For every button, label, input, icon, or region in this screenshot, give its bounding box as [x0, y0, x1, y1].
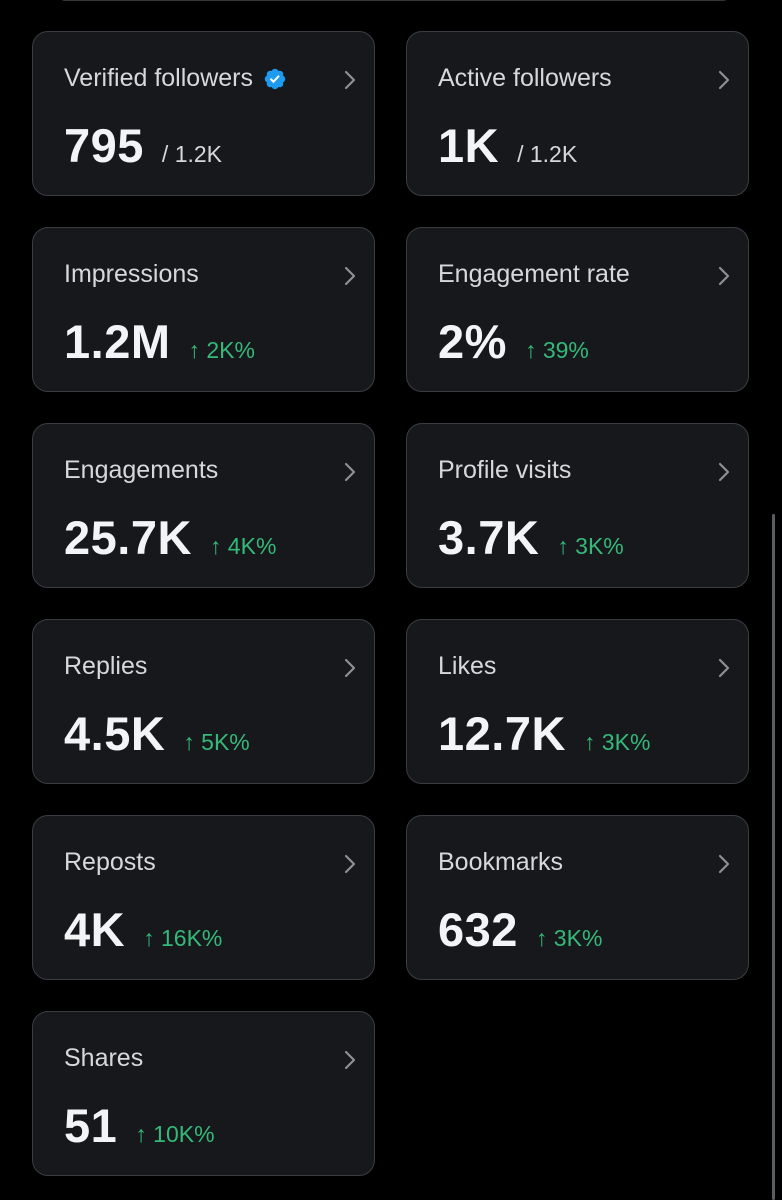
chevron-right-icon	[718, 658, 730, 678]
card-engagement-rate[interactable]: Engagement rate 2% ↑ 39%	[406, 227, 749, 392]
card-value: 2%	[438, 315, 507, 368]
card-replies[interactable]: Replies 4.5K ↑ 5K%	[32, 619, 375, 784]
chevron-right-icon	[344, 854, 356, 874]
previous-card-edge	[58, 0, 730, 1]
card-active-followers[interactable]: Active followers 1K / 1.2K	[406, 31, 749, 196]
card-value: 3.7K	[438, 511, 540, 564]
card-title: Verified followers	[64, 64, 253, 92]
card-delta: ↑ 10K%	[135, 1121, 215, 1147]
card-value: 25.7K	[64, 511, 192, 564]
card-reposts[interactable]: Reposts 4K ↑ 16K%	[32, 815, 375, 980]
card-delta: ↑ 2K%	[188, 337, 255, 363]
card-title: Profile visits	[438, 456, 572, 484]
chevron-right-icon	[718, 854, 730, 874]
card-title: Bookmarks	[438, 848, 564, 876]
chevron-right-icon	[718, 462, 730, 482]
card-value: 12.7K	[438, 707, 566, 760]
card-delta: ↑ 3K%	[583, 729, 651, 755]
card-total: / 1.2K	[161, 141, 223, 167]
chevron-right-icon	[344, 70, 356, 90]
card-engagements[interactable]: Engagements 25.7K ↑ 4K%	[32, 423, 375, 588]
card-impressions[interactable]: Impressions 1.2M ↑ 2K%	[32, 227, 375, 392]
card-delta: ↑ 16K%	[143, 925, 223, 951]
card-title: Replies	[64, 652, 148, 680]
chevron-right-icon	[718, 266, 730, 286]
card-shares[interactable]: Shares 51 ↑ 10K%	[32, 1011, 375, 1176]
card-value: 1.2M	[64, 315, 171, 368]
card-value: 795	[64, 119, 144, 172]
card-value: 51	[64, 1099, 118, 1152]
card-value: 4K	[64, 903, 126, 956]
card-title: Active followers	[438, 64, 612, 92]
card-title: Shares	[64, 1044, 144, 1072]
card-profile-visits[interactable]: Profile visits 3.7K ↑ 3K%	[406, 423, 749, 588]
card-verified-followers[interactable]: Verified followers 795 / 1.2K	[32, 31, 375, 196]
card-likes[interactable]: Likes 12.7K ↑ 3K%	[406, 619, 749, 784]
verified-badge-icon	[264, 68, 286, 89]
chevron-right-icon	[344, 462, 356, 482]
card-bookmarks[interactable]: Bookmarks 632 ↑ 3K%	[406, 815, 749, 980]
chevron-right-icon	[344, 658, 356, 678]
card-value: 1K	[438, 119, 500, 172]
card-title: Impressions	[64, 260, 199, 288]
card-title: Reposts	[64, 848, 156, 876]
card-delta: ↑ 39%	[524, 337, 589, 363]
card-value: 632	[438, 903, 518, 956]
chevron-right-icon	[718, 70, 730, 90]
chevron-right-icon	[344, 1050, 356, 1070]
card-delta: ↑ 3K%	[535, 925, 603, 951]
card-delta: ↑ 5K%	[183, 729, 250, 755]
card-value: 4.5K	[64, 707, 166, 760]
card-title: Engagements	[64, 456, 219, 484]
card-title: Engagement rate	[438, 260, 630, 288]
card-delta: ↑ 4K%	[209, 533, 277, 559]
card-total: / 1.2K	[517, 141, 578, 167]
analytics-grid: Verified followers 795 / 1.2K Active fol…	[32, 31, 749, 1176]
scrollbar[interactable]	[772, 514, 775, 1200]
card-delta: ↑ 3K%	[557, 533, 624, 559]
chevron-right-icon	[344, 266, 356, 286]
card-title: Likes	[438, 652, 497, 680]
